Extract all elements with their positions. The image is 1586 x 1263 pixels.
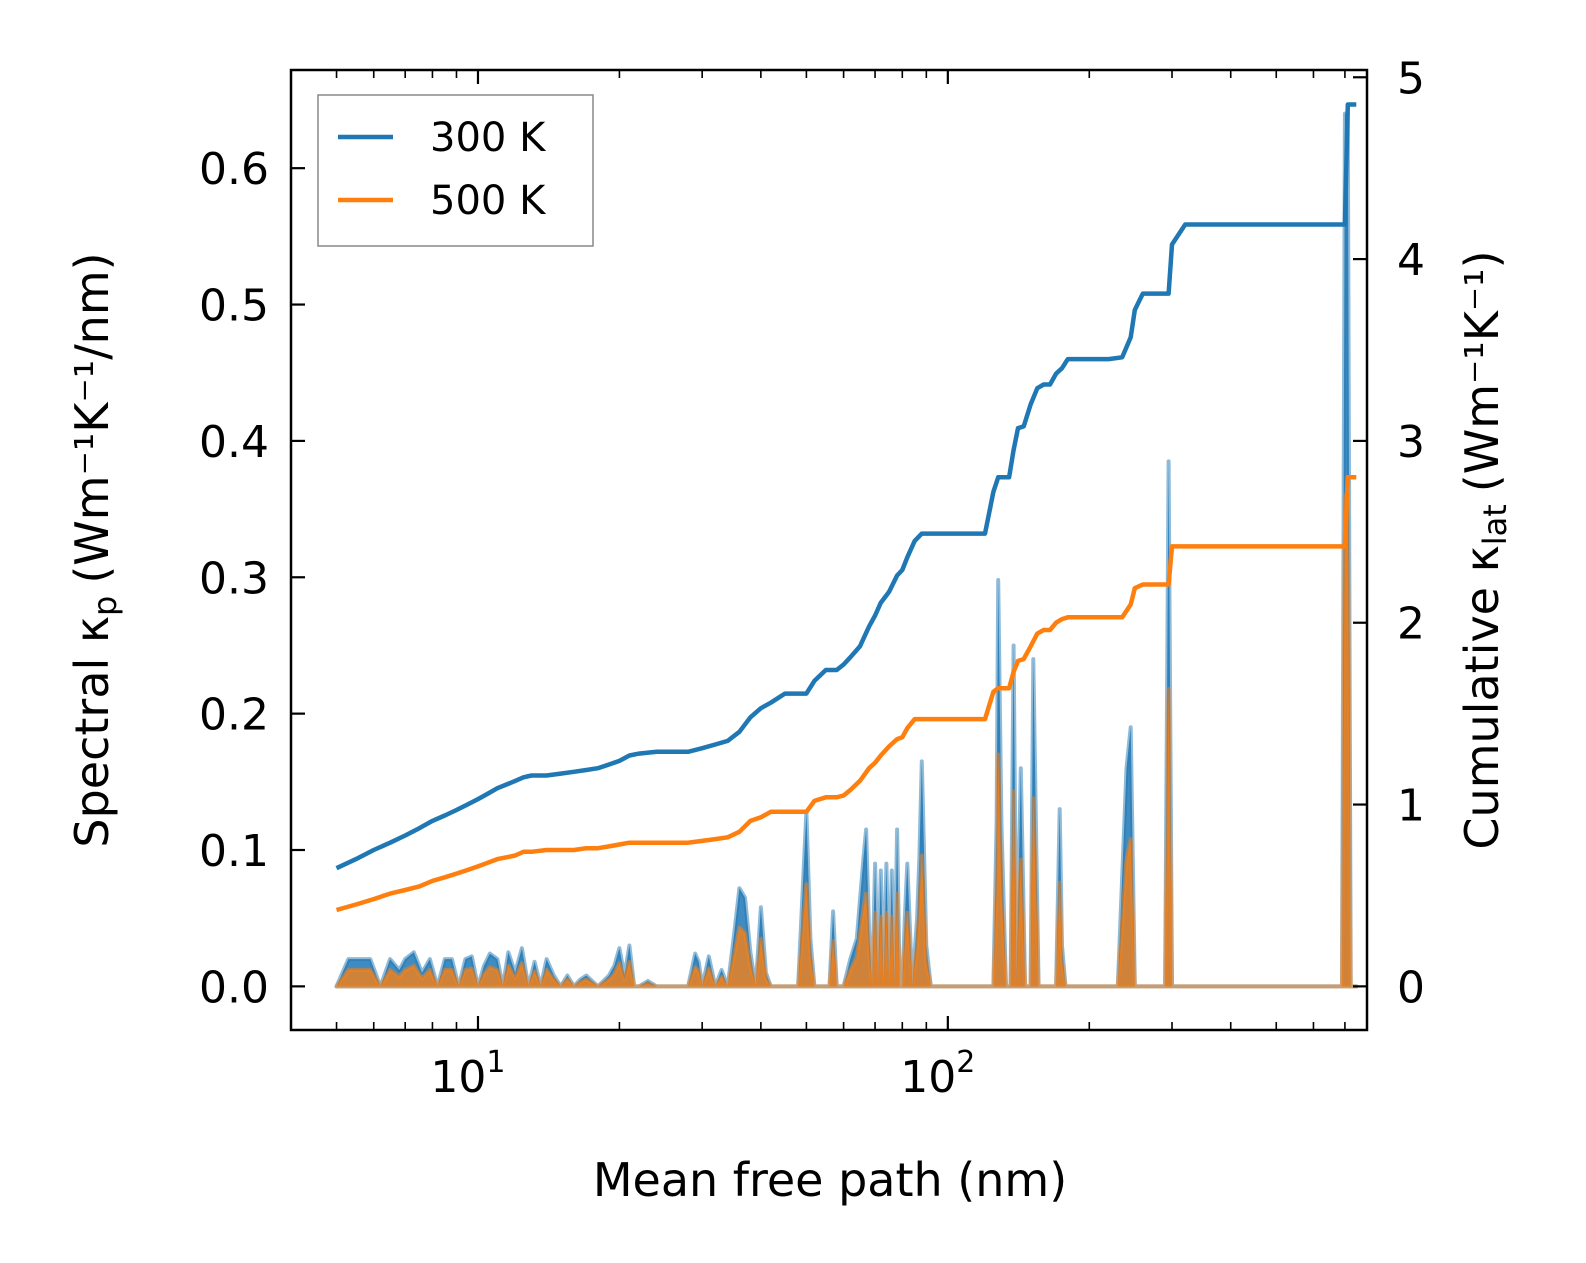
right-y-axis-title: Cumulative κlat (Wm⁻¹K⁻¹) [1455, 250, 1514, 849]
left-y-title-prefix: Spectral κ [65, 616, 119, 848]
right-y-title-sub: lat [1476, 504, 1514, 545]
right-y-title-prefix: Cumulative κ [1455, 545, 1509, 849]
plot-frame [289, 68, 1369, 1032]
left-y-tick-label: 0.5 [199, 281, 269, 332]
cumulative-layer [335, 102, 1357, 913]
right-y-tick-label: 0 [1397, 962, 1425, 1013]
left-y-axis-title: Spectral κp (Wm⁻¹K⁻¹/nm) [65, 252, 124, 847]
spectral-layer [334, 111, 1359, 989]
left-y-tick-label: 0.4 [199, 417, 269, 468]
left-y-tick-label: 0.0 [199, 962, 269, 1013]
legend-label-500k: 500 K [430, 178, 547, 224]
x-tick-label: 101 [430, 1045, 505, 1103]
left-y-title-unit: (Wm⁻¹K⁻¹/nm) [65, 252, 119, 583]
right-y-tick-label: 1 [1397, 781, 1425, 832]
left-y-tick-label: 0.2 [199, 690, 269, 741]
legend-box [317, 94, 594, 247]
x-tick-label: 102 [900, 1045, 975, 1103]
right-y-tick-label: 5 [1397, 53, 1425, 104]
right-y-title-unit: (Wm⁻¹K⁻¹) [1455, 250, 1509, 492]
right-y-tick-label: 4 [1397, 235, 1425, 286]
x-axis-title: Mean free path (nm) [593, 1153, 1067, 1207]
left-y-tick-label: 0.1 [199, 826, 269, 877]
right-y-tick-label: 2 [1397, 599, 1425, 650]
cumulative-line-300k [335, 102, 1357, 871]
right-y-tick-label: 3 [1397, 417, 1425, 468]
ticks-layer: 101 102 0.0 0.1 0.2 0.3 0.4 0.5 0.6 0 1 2 3 4 5 [199, 53, 1425, 1103]
legend: 300 K 500 K [317, 94, 594, 247]
left-y-tick-label: 0.3 [199, 553, 269, 604]
legend-label-300k: 300 K [430, 115, 547, 161]
cumulative-line-500k [335, 475, 1357, 913]
left-y-tick-label: 0.6 [199, 144, 269, 195]
spectral-area-500k [334, 493, 1359, 989]
left-y-title-sub: p [86, 596, 124, 616]
